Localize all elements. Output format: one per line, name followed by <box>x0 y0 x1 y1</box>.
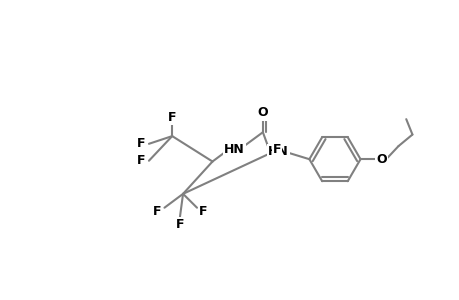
Text: HN: HN <box>268 145 288 158</box>
Text: F: F <box>199 205 207 218</box>
Text: F: F <box>272 143 280 157</box>
Text: F: F <box>152 205 161 218</box>
Text: F: F <box>175 218 184 231</box>
Text: F: F <box>168 111 176 124</box>
Text: F: F <box>137 154 145 167</box>
Text: HN: HN <box>224 143 244 157</box>
Text: O: O <box>375 153 386 166</box>
Text: O: O <box>257 106 268 119</box>
Text: F: F <box>137 137 145 150</box>
